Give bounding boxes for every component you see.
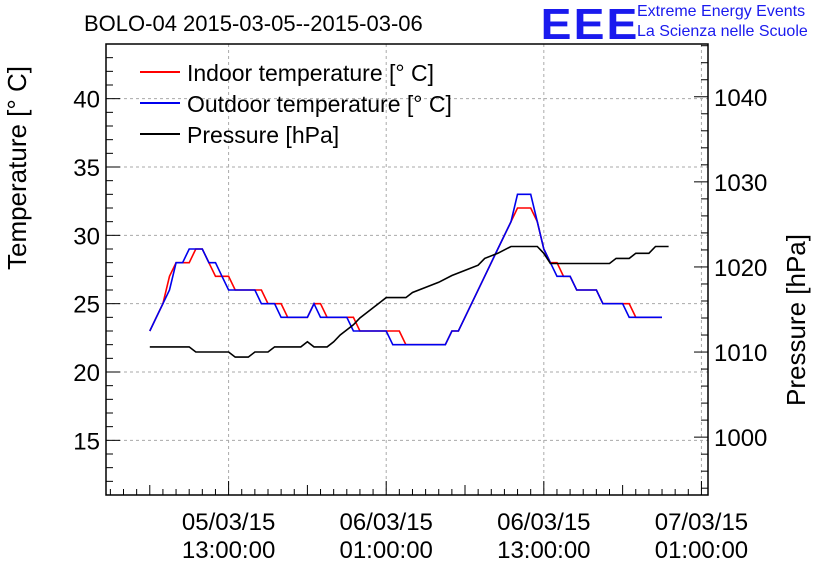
- chart-title: BOLO-04 2015-03-05--2015-03-06: [84, 11, 423, 36]
- x-tick-label-time: 01:00:00: [339, 537, 432, 564]
- legend-label-1: Outdoor temperature [° C]: [187, 91, 452, 117]
- series-layer: [149, 193, 669, 358]
- grid: [106, 44, 708, 495]
- y-tick-label: 35: [73, 155, 100, 182]
- y2-axis-label: Pressure [hPa]: [781, 234, 811, 406]
- x-tick-label-date: 06/03/15: [339, 509, 432, 536]
- x-tick-label-time: 01:00:00: [655, 537, 748, 564]
- legend-label-2: Pressure [hPa]: [187, 122, 339, 148]
- legend-label-0: Indoor temperature [° C]: [187, 60, 434, 86]
- x-tick-label-date: 07/03/15: [655, 509, 748, 536]
- series-line-2: [149, 245, 669, 358]
- x-tick-label-date: 06/03/15: [497, 509, 590, 536]
- series-line-1: [149, 193, 662, 346]
- series-line-0: [149, 207, 662, 346]
- y2-tick-label: 1010: [714, 340, 767, 367]
- y-tick-label: 15: [73, 428, 100, 455]
- y2-tick-label: 1000: [714, 425, 767, 452]
- plot-frame: [105, 43, 709, 496]
- logo-line-2: La Scienza nelle Scuole: [637, 23, 808, 40]
- y2-tick-label: 1030: [714, 170, 767, 197]
- x-tick-label-date: 05/03/15: [182, 509, 275, 536]
- axes: 15 20 25 30 35 40 1000 1010 1020 1030 1040 05/03/15…: [73, 43, 767, 564]
- y2-tick-label: 1020: [714, 255, 767, 282]
- y-tick-label: 25: [73, 292, 100, 319]
- y2-tick-label: 1040: [714, 85, 767, 112]
- x-tick-label-time: 13:00:00: [497, 537, 590, 564]
- y-tick-label: 30: [73, 223, 100, 250]
- y-tick-label: 40: [73, 87, 100, 114]
- y-tick-label: 20: [73, 360, 100, 387]
- y-axis-label: Temperature [° C]: [2, 66, 32, 270]
- legend: Indoor temperature [° C] Outdoor temperat…: [140, 60, 452, 148]
- x-tick-label-time: 13:00:00: [182, 537, 275, 564]
- logo-line-1: Extreme Energy Events: [637, 3, 806, 20]
- eee-logo-mark: EEE: [540, 0, 640, 49]
